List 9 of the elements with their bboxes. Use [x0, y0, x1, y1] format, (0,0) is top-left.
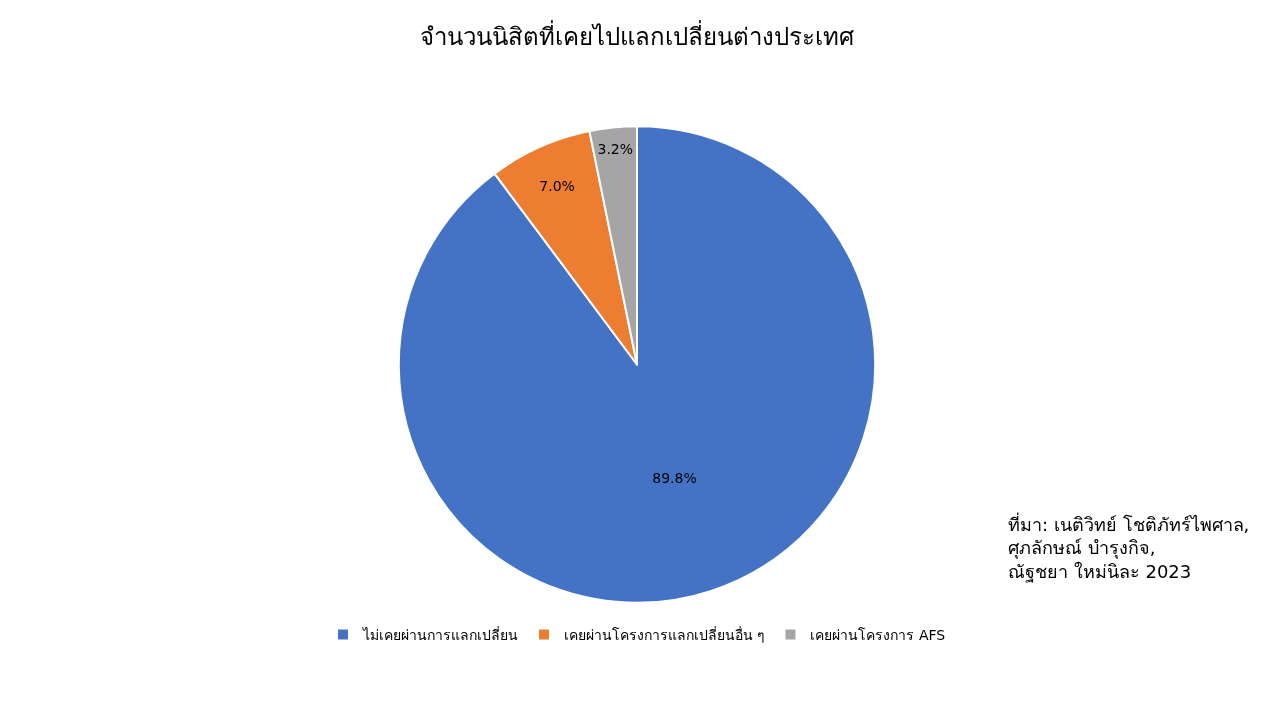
- chart-title: จำนวนนิสิตที่เคยไปแลกเปลี่ยนต่างประเทศ: [420, 20, 854, 52]
- legend-label: เคยผ่านโครงการ AFS: [810, 627, 946, 643]
- data-label: 3.2%: [597, 141, 634, 158]
- pie-slice: [397, 125, 877, 604]
- legend-label: เคยผ่านโครงการแลกเปลี่ยนอื่น ๆ: [564, 626, 766, 643]
- legend-label: ไม่เคยผ่านการแลกเปลี่ยน: [362, 626, 518, 643]
- data-label: 7.0%: [539, 178, 575, 195]
- text: ที่มา: เนติวิทย์ โชติภัทร์ไพศาล, ศุภลักษณ์ บำรุงกิจ, ณัฐชยา ใหม่นิละ 2023: [1008, 512, 1250, 583]
- data-label: 89.8%: [652, 469, 697, 486]
